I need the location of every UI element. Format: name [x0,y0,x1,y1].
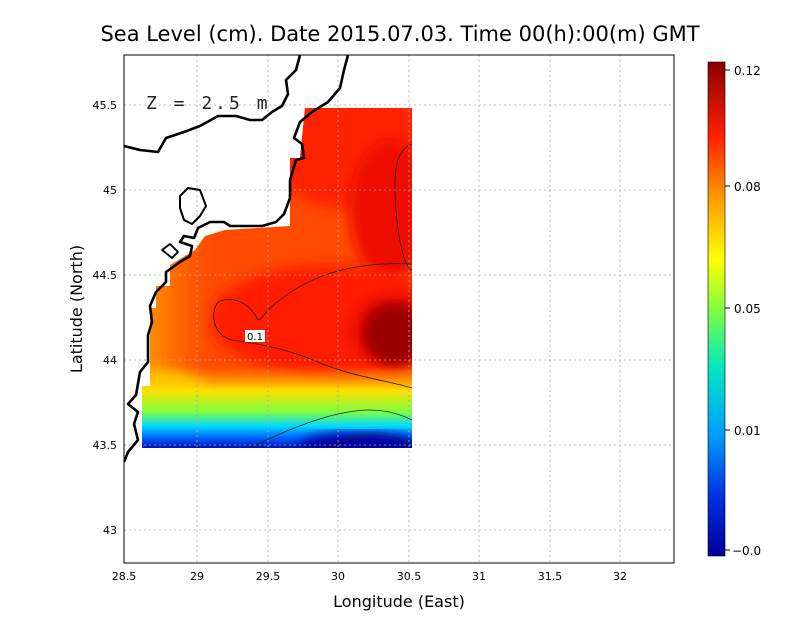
y-tick-label: 43 [103,524,117,537]
colorbar-label: −0.0 [732,544,761,558]
contour-line-south-1 [249,409,412,448]
coastline [124,55,350,463]
y-tick-label: 45 [103,184,117,197]
colorbar-label: 0.08 [734,180,761,194]
contour-label-text: 0.1 [247,332,263,343]
coastline-west [124,55,350,463]
x-axis-title: Longitude (East) [333,592,465,611]
colorbar-label: 0.05 [734,302,761,316]
contour-line-upper [394,143,412,271]
x-tick-label: 29.5 [256,570,281,583]
y-axis-ticks: 43 43.5 44 44.5 45 45.5 [93,99,118,537]
y-axis-title: Latitude (North) [67,245,86,373]
contour-lines [213,143,412,448]
plot-border [123,54,675,564]
island [179,187,207,225]
x-tick-label: 32 [613,570,627,583]
depth-label: Z = 2.5 m [146,93,271,114]
contour-line-south-2 [329,435,412,448]
y-tick-label: 44 [103,354,117,367]
y-tick-label: 45.5 [93,99,118,112]
x-tick-label: 29 [190,570,204,583]
lagoon [161,243,179,259]
contour-label: 0.1 [245,330,265,343]
x-tick-label: 30.5 [397,570,422,583]
coastline-north [124,55,302,154]
grid-lines [124,55,674,563]
x-tick-label: 28.5 [112,570,137,583]
colorbar-label: 0.01 [734,424,761,438]
colorbar: 0.12 0.08 0.05 0.01 −0.0 [707,61,761,558]
x-tick-label: 31.5 [538,570,563,583]
y-tick-label: 43.5 [93,439,118,452]
x-axis-ticks: 28.5 29 29.5 30 30.5 31 31.5 32 [112,570,627,583]
x-tick-label: 30 [331,570,345,583]
colorbar-gradient [708,62,725,556]
y-tick-label: 44.5 [93,269,118,282]
x-tick-label: 31 [472,570,486,583]
colorbar-label: 0.12 [734,64,761,78]
contour-line-0-1 [213,263,412,389]
map-title: Sea Level (cm). Date 2015.07.03. Time 00… [100,22,699,46]
